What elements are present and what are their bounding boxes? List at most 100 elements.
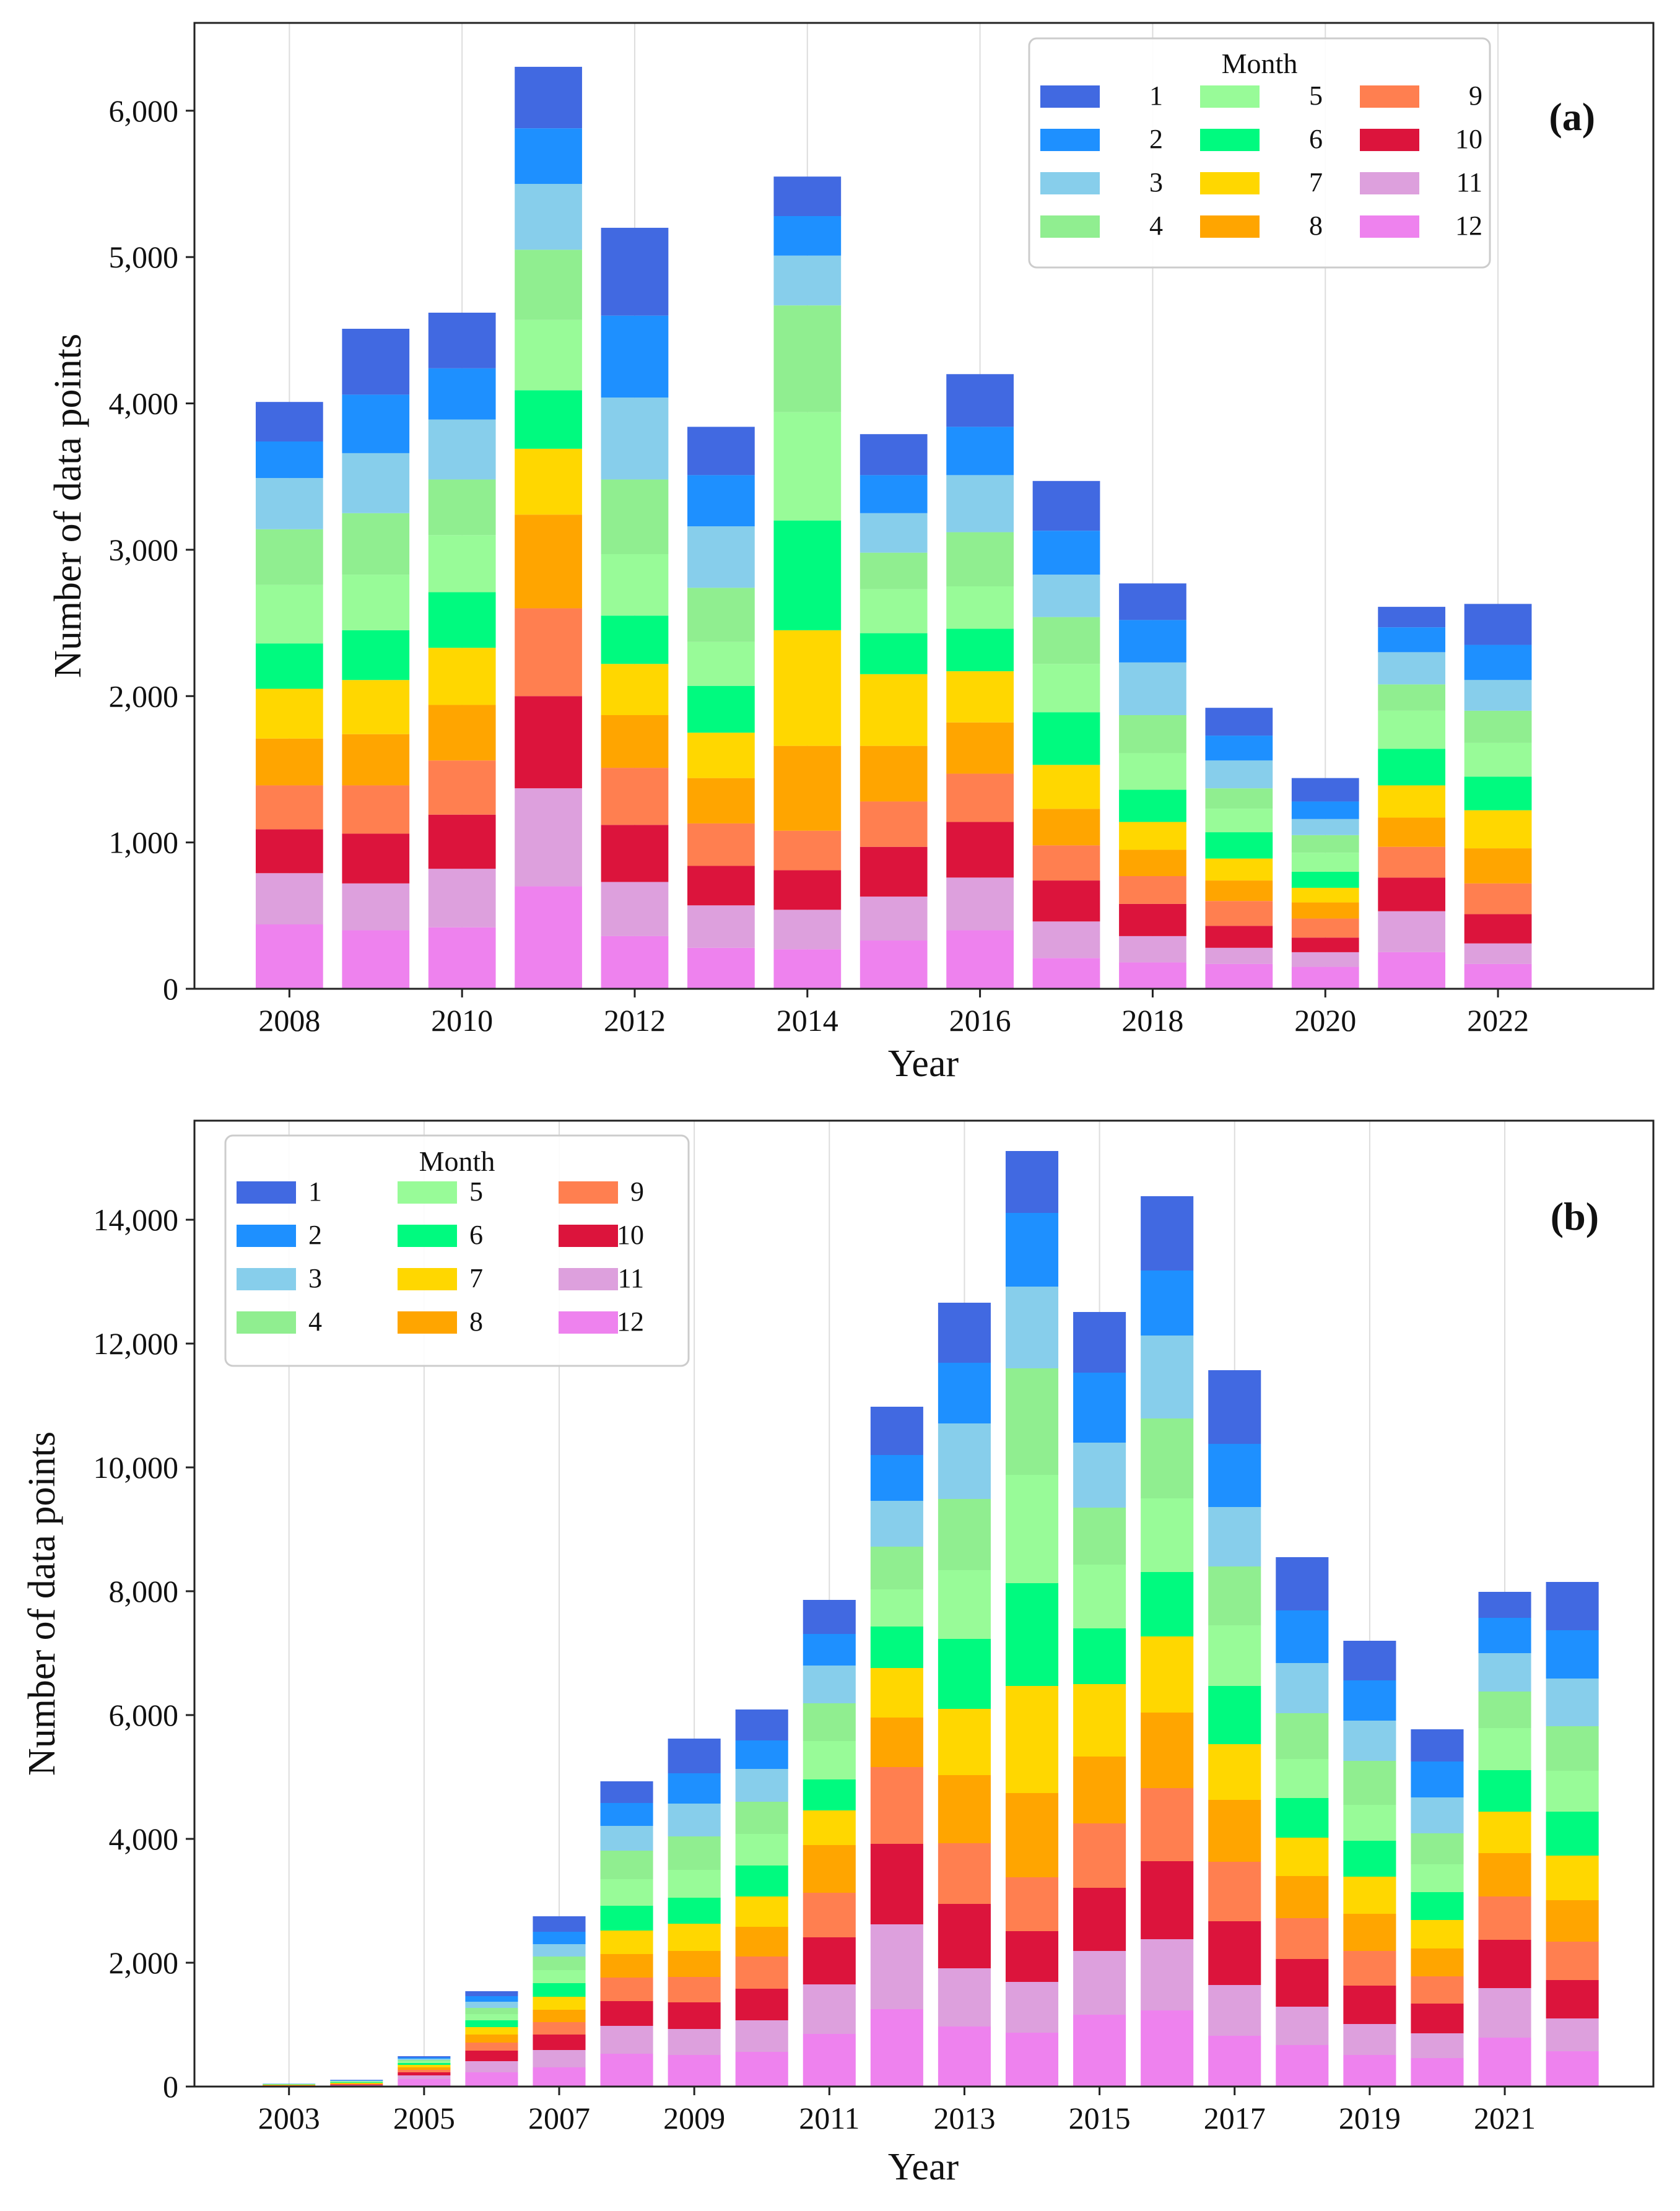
panel-b-bar-2012-month-8 xyxy=(870,1718,923,1767)
panel-a-bar-2019-month-2 xyxy=(1205,736,1273,761)
panel-b-bar-2009-month-1 xyxy=(668,1739,721,1773)
panel-b-bar-2012-month-5 xyxy=(870,1589,923,1627)
panel-b-legend-swatch-9 xyxy=(559,1181,618,1204)
panel-b-bar-2005-month-2 xyxy=(398,2057,451,2059)
panel-a-bar-2021-month-6 xyxy=(1378,749,1446,786)
panel-b-bar-2016-month-11 xyxy=(1141,1939,1194,2010)
panel-b-xtick-label-2007: 2007 xyxy=(528,2101,590,2135)
panel-b-bar-2008-month-3 xyxy=(600,1826,653,1851)
panel-a-bar-2020-month-5 xyxy=(1291,853,1359,872)
panel-b-bar-2021-month-2 xyxy=(1478,1618,1531,1653)
panel-a-bar-2012-month-5 xyxy=(601,554,669,616)
panel-a-x-axis-label: Year xyxy=(888,1043,959,1085)
panel-b-bar-2008-month-5 xyxy=(600,1879,653,1906)
panel-b-bar-2019-month-5 xyxy=(1343,1805,1396,1841)
panel-b-bar-2010-month-8 xyxy=(735,1927,788,1957)
panel-b-bar-2006-month-9 xyxy=(465,2043,518,2051)
panel-b-bar-2020-month-8 xyxy=(1411,1948,1464,1976)
panel-a-bar-2011-month-2 xyxy=(515,128,582,184)
panel-b-bar-2005-month-8 xyxy=(398,2067,451,2070)
panel-a-bar-2012-month-12 xyxy=(601,936,669,989)
panel-b-bar-2013-month-5 xyxy=(938,1570,991,1639)
panel-a-bar-2009-month-1 xyxy=(342,329,410,395)
panel-a-bar-2009-month-4 xyxy=(342,513,410,575)
panel-b-bar-2006-month-4 xyxy=(465,2008,518,2014)
panel-b-xtick-label-2011: 2011 xyxy=(799,2101,860,2135)
panel-b-bar-2014-month-8 xyxy=(1005,1793,1059,1877)
panel-b-bar-2019-month-6 xyxy=(1343,1841,1396,1877)
panel-a-bar-2009-month-6 xyxy=(342,630,410,680)
panel-b-legend-label-8: 8 xyxy=(469,1306,483,1337)
panel-a-legend-swatch-8 xyxy=(1200,215,1260,238)
panel-b-bar-2003-month-8 xyxy=(263,2085,315,2086)
panel-b-bar-2017-month-10 xyxy=(1208,1921,1261,1985)
panel-a-bar-2017-month-2 xyxy=(1032,531,1100,575)
panel-b-legend-label-9: 9 xyxy=(630,1176,644,1207)
panel-a-bar-2022-month-5 xyxy=(1464,742,1532,777)
panel-a-bar-2017-month-5 xyxy=(1032,664,1100,713)
panel-b-bar-2012-month-3 xyxy=(870,1501,923,1547)
panel-b-bar-2017-month-9 xyxy=(1208,1862,1261,1921)
panel-b-bar-2016-month-3 xyxy=(1141,1336,1194,1418)
panel-b-bar-2014-month-9 xyxy=(1005,1877,1059,1931)
panel-b-bar-2010-month-10 xyxy=(735,1989,788,2020)
panel-b-bar-2017-month-2 xyxy=(1208,1444,1261,1507)
panel-a-legend-swatch-11 xyxy=(1360,172,1419,194)
panel-b-bar-2021-month-1 xyxy=(1478,1592,1531,1618)
panel-b-bar-2020-month-9 xyxy=(1411,1976,1464,2004)
panel-a-bar-2018-month-9 xyxy=(1119,876,1186,904)
panel-a-bar-2010-month-9 xyxy=(428,760,496,815)
panel-a-bar-2016-month-8 xyxy=(946,722,1014,774)
panel-b-bar-2010-month-4 xyxy=(735,1802,788,1834)
panel-a-bar-2019-month-3 xyxy=(1205,760,1273,789)
panel-b-bar-2013-month-1 xyxy=(938,1303,991,1363)
panel-b-bar-2005-month-5 xyxy=(398,2061,451,2063)
panel-a-bar-2011-month-9 xyxy=(515,608,582,697)
panel-a-bar-2014-month-3 xyxy=(773,255,842,306)
panel-b-x-axis-label: Year xyxy=(888,2146,959,2188)
panel-a-bar-2009-month-2 xyxy=(342,394,410,453)
panel-a-bar-2008-month-3 xyxy=(255,478,323,529)
panel-a-bar-2022-month-8 xyxy=(1464,848,1532,884)
panel-b-bar-2007-month-1 xyxy=(533,1916,586,1932)
panel-b-bar-2019-month-4 xyxy=(1343,1761,1396,1805)
panel-b-legend-swatch-6 xyxy=(398,1225,457,1247)
panel-b-bar-2014-month-3 xyxy=(1005,1287,1059,1368)
panel-b-bar-2022-month-3 xyxy=(1546,1679,1599,1726)
panel-a-bar-2017-month-6 xyxy=(1032,712,1100,765)
panel-a-bar-2014-month-8 xyxy=(773,745,842,831)
panel-b-bar-2020-month-3 xyxy=(1411,1797,1464,1833)
panel-b-bar-2014-month-11 xyxy=(1005,1982,1059,2033)
panel-a-bar-2021-month-7 xyxy=(1378,785,1446,818)
panel-b-bar-2015-month-11 xyxy=(1073,1951,1126,2015)
panel-a-bar-2009-month-8 xyxy=(342,734,410,786)
panel-a-xtick-label-2018: 2018 xyxy=(1121,1003,1183,1038)
panel-a-bar-2017-month-11 xyxy=(1032,921,1100,958)
panel-b-bar-2020-month-1 xyxy=(1411,1729,1464,1761)
panel-a-legend-label-8: 8 xyxy=(1309,211,1323,241)
panel-b-frame xyxy=(193,1119,1655,2088)
panel-b-bar-2021-month-6 xyxy=(1478,1770,1531,1812)
panel-b-bar-2019-month-10 xyxy=(1343,1986,1396,2024)
panel-b-bar-2012-month-2 xyxy=(870,1455,923,1501)
panel-a-bar-2013-month-10 xyxy=(687,866,755,906)
panel-a-xtick-label-2010: 2010 xyxy=(431,1003,493,1038)
panel-b-bar-2020-month-2 xyxy=(1411,1761,1464,1797)
panel-b-bar-2020-month-7 xyxy=(1411,1920,1464,1948)
panel-b-legend-label-7: 7 xyxy=(469,1263,483,1293)
panel-a-bar-2014-month-12 xyxy=(773,949,842,989)
panel-a-legend-label-11: 11 xyxy=(1456,167,1482,198)
panel-b-ytick-label-4000: 4,000 xyxy=(109,1822,179,1856)
panel-a-bar-2020-month-7 xyxy=(1291,887,1359,903)
panel-a-bar-2014-month-11 xyxy=(773,910,842,950)
panel-b-bar-2007-month-9 xyxy=(533,2022,586,2035)
panel-b-bar-2020-month-5 xyxy=(1411,1864,1464,1892)
panel-b-bar-2015-month-3 xyxy=(1073,1443,1126,1508)
panel-b-bar-2004-month-9 xyxy=(330,2084,383,2085)
panel-a-bar-2011-month-11 xyxy=(515,788,582,887)
panel-a-legend-label-3: 3 xyxy=(1149,167,1163,198)
panel-b-bar-2015-month-10 xyxy=(1073,1888,1126,1951)
panel-b-legend-label-1: 1 xyxy=(308,1176,322,1207)
panel-a-bar-2022-month-1 xyxy=(1464,604,1532,645)
panel-a-bar-2017-month-9 xyxy=(1032,845,1100,881)
